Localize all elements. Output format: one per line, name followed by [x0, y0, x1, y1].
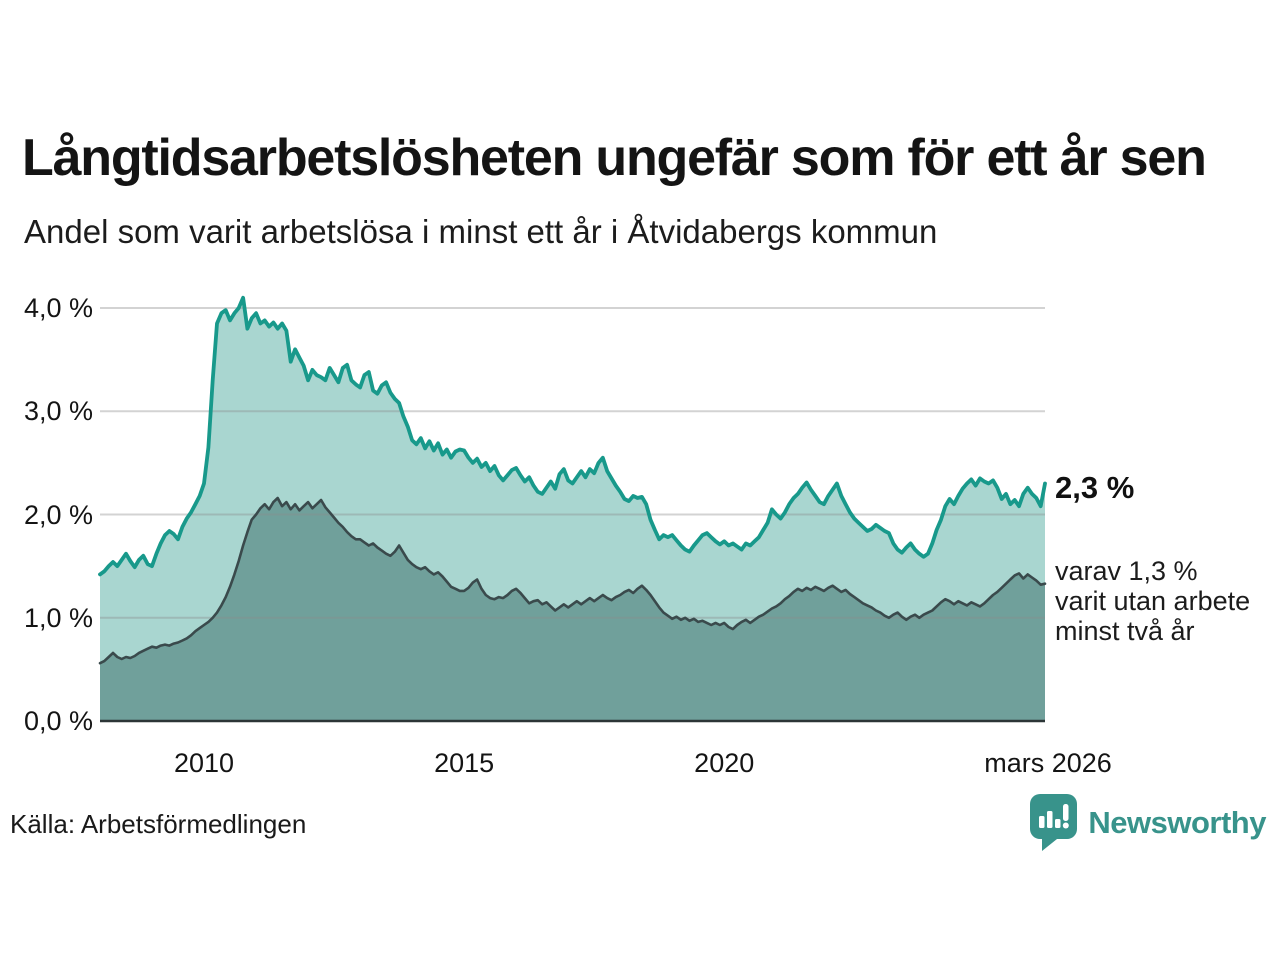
latest-value-label: 2,3 %	[1055, 470, 1135, 505]
y-tick-label: 0,0 %	[23, 706, 93, 736]
x-tick-label: 2015	[434, 748, 495, 778]
y-tick-label: 1,0 %	[23, 602, 93, 633]
area-fill	[100, 498, 1045, 721]
subset-annotation-line2: varit utan arbete	[1055, 586, 1251, 616]
subset-annotation-line3: minst två år	[1055, 616, 1195, 646]
x-tick-label: 2020	[694, 748, 755, 778]
x-tick-label: mars 2026	[984, 748, 1112, 778]
brand-name: Newsworthy	[1088, 805, 1266, 840]
x-tick-label: 2010	[173, 748, 235, 778]
page-title: Långtidsarbetslösheten ungefär som för e…	[22, 129, 1207, 187]
series-line	[98, 295, 1047, 577]
subset-annotation-line1: varav 1,3 %	[1055, 556, 1198, 586]
y-tick-label: 4,0 %	[23, 293, 93, 323]
page-subtitle: Andel som varit arbetslösa i minst ett å…	[24, 213, 938, 250]
subset-annotation: varav 1,3 % varit utan arbete minst två …	[1055, 556, 1250, 646]
newsworthy-icon	[1030, 794, 1078, 851]
source-credit: Källa: Arbetsförmedlingen	[10, 809, 307, 839]
y-tick-label: 3,0 %	[23, 396, 93, 427]
brand-logo: Newsworthy	[1030, 794, 1266, 852]
y-tick-label: 2,0 %	[23, 499, 93, 530]
series-line	[98, 496, 1047, 665]
